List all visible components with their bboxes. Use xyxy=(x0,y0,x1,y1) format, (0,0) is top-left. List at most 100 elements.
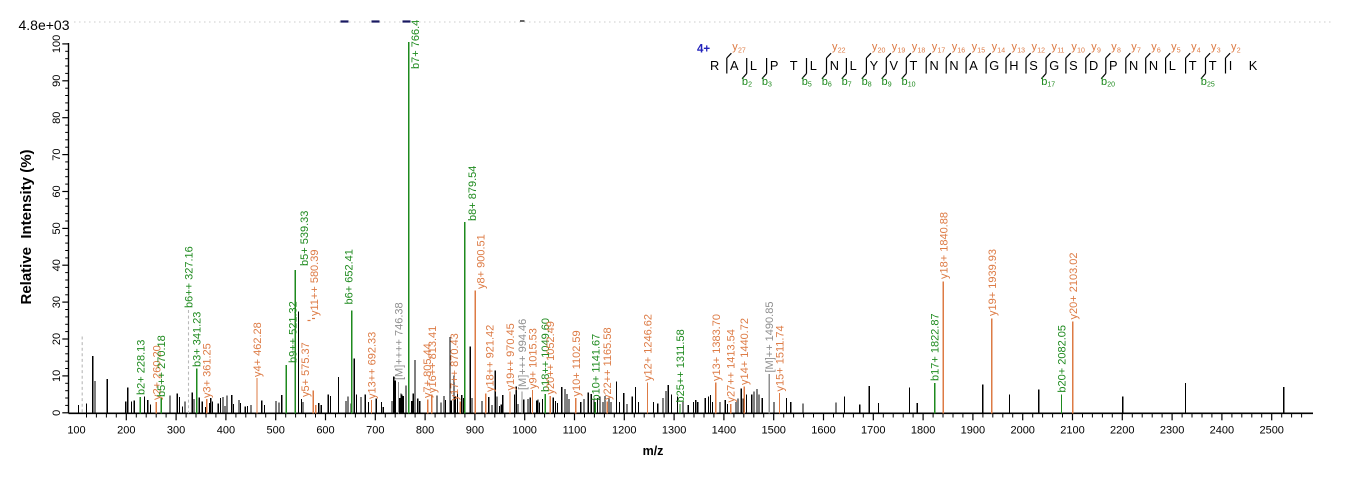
svg-text:15: 15 xyxy=(977,48,985,55)
svg-text:2000: 2000 xyxy=(1010,425,1034,437)
svg-text:y19+ 1939.93: y19+ 1939.93 xyxy=(987,249,999,316)
svg-text:6: 6 xyxy=(1157,48,1161,55)
svg-text:A: A xyxy=(969,58,978,73)
svg-text:y27++ 1413.54: y27++ 1413.54 xyxy=(726,329,738,402)
svg-text:y20+ 2103.02: y20+ 2103.02 xyxy=(1068,253,1080,320)
svg-text:y7+ 805.44: y7+ 805.44 xyxy=(422,343,434,398)
svg-text:20: 20 xyxy=(1107,82,1115,89)
svg-text:80: 80 xyxy=(51,112,63,124)
svg-text:I: I xyxy=(1229,58,1233,73)
svg-text:S: S xyxy=(1029,58,1038,73)
svg-text:y22++ 1165.58: y22++ 1165.58 xyxy=(602,327,614,400)
svg-text:[M]+++ 994.46: [M]+++ 994.46 xyxy=(517,319,529,390)
svg-text:1100: 1100 xyxy=(563,425,587,437)
svg-text:y4+ 462.28: y4+ 462.28 xyxy=(252,322,264,377)
svg-text:20: 20 xyxy=(878,48,886,55)
svg-text:y: y xyxy=(1151,41,1157,53)
svg-text:L: L xyxy=(850,58,857,73)
svg-text:[M]++++ 746.38: [M]++++ 746.38 xyxy=(393,302,405,380)
svg-text:y: y xyxy=(1111,41,1117,53)
svg-text:2500: 2500 xyxy=(1259,425,1283,437)
svg-text:b5+ 539.33: b5+ 539.33 xyxy=(299,211,311,266)
svg-text:y: y xyxy=(1032,41,1038,53)
svg-text:y: y xyxy=(972,41,978,53)
svg-text:Relative Intensity (%): Relative Intensity (%) xyxy=(18,149,35,304)
svg-text:1000: 1000 xyxy=(512,425,536,437)
svg-text:0: 0 xyxy=(51,410,63,416)
svg-text:b20+ 2082.05: b20+ 2082.05 xyxy=(1057,325,1069,393)
svg-text:y19++ 970.45: y19++ 970.45 xyxy=(505,323,517,390)
svg-text:2100: 2100 xyxy=(1060,425,1084,437)
svg-text:100: 100 xyxy=(67,425,85,437)
svg-text:b: b xyxy=(842,76,848,88)
svg-text:22: 22 xyxy=(838,48,846,55)
svg-text:b2+ 228.13: b2+ 228.13 xyxy=(135,340,147,395)
svg-text:b17+ 1822.87: b17+ 1822.87 xyxy=(930,313,942,381)
svg-text:y18++ 921.42: y18++ 921.42 xyxy=(485,325,497,392)
svg-text:A: A xyxy=(730,58,739,73)
svg-text:y5+ 575.37: y5+ 575.37 xyxy=(300,342,312,397)
svg-text:b: b xyxy=(1101,76,1107,88)
svg-text:1200: 1200 xyxy=(612,425,636,437)
svg-text:9: 9 xyxy=(888,82,892,89)
svg-text:b18++ 1049.60: b18++ 1049.60 xyxy=(540,318,552,392)
svg-text:H: H xyxy=(1009,58,1018,73)
svg-text:y: y xyxy=(1091,41,1097,53)
svg-text:600: 600 xyxy=(316,425,334,437)
svg-text:[M]++ 1490.85: [M]++ 1490.85 xyxy=(764,302,776,373)
svg-text:30: 30 xyxy=(51,296,63,308)
svg-text:7: 7 xyxy=(1137,48,1141,55)
svg-text:70: 70 xyxy=(51,148,63,160)
svg-text:y10+ 1102.59: y10+ 1102.59 xyxy=(571,330,583,396)
svg-text:3: 3 xyxy=(1217,48,1221,55)
svg-text:5: 5 xyxy=(1177,48,1181,55)
svg-text:8: 8 xyxy=(868,82,872,89)
svg-text:b6++ 327.16: b6++ 327.16 xyxy=(184,246,196,308)
svg-text:b5++ 270.18: b5++ 270.18 xyxy=(156,335,168,397)
svg-text:y: y xyxy=(892,41,898,53)
svg-text:T: T xyxy=(790,58,798,73)
svg-text:b25++ 1311.58: b25++ 1311.58 xyxy=(675,329,687,402)
svg-text:b: b xyxy=(802,76,808,88)
svg-text:m/z: m/z xyxy=(643,444,664,458)
svg-text:5: 5 xyxy=(808,82,812,89)
svg-text:40: 40 xyxy=(51,259,63,271)
svg-text:L: L xyxy=(1169,58,1176,73)
svg-text:1900: 1900 xyxy=(961,425,985,437)
svg-text:1300: 1300 xyxy=(662,425,686,437)
svg-text:b: b xyxy=(902,76,908,88)
svg-text:b8+ 879.54: b8+ 879.54 xyxy=(467,166,479,221)
svg-text:G: G xyxy=(989,58,999,73)
svg-text:1700: 1700 xyxy=(861,425,885,437)
svg-text:2300: 2300 xyxy=(1160,425,1184,437)
svg-text:b6+ 652.41: b6+ 652.41 xyxy=(344,249,356,304)
svg-text:y14+ 1440.72: y14+ 1440.72 xyxy=(739,318,751,385)
svg-text:2200: 2200 xyxy=(1110,425,1134,437)
svg-text:L: L xyxy=(810,58,817,73)
svg-text:y: y xyxy=(1071,41,1077,53)
svg-text:V: V xyxy=(890,58,899,73)
svg-text:y: y xyxy=(1052,41,1058,53)
svg-text:400: 400 xyxy=(217,425,235,437)
svg-text:20: 20 xyxy=(51,333,63,345)
svg-text:60: 60 xyxy=(51,185,63,197)
svg-text:y13++ 692.33: y13++ 692.33 xyxy=(367,332,379,399)
svg-text:1800: 1800 xyxy=(911,425,935,437)
svg-text:b7+ 766.4: b7+ 766.4 xyxy=(410,20,422,69)
svg-text:200: 200 xyxy=(117,425,135,437)
svg-text:700: 700 xyxy=(366,425,384,437)
svg-text:T: T xyxy=(1189,58,1197,73)
svg-text:Y: Y xyxy=(870,58,879,73)
svg-text:4.8e+03: 4.8e+03 xyxy=(19,17,70,33)
svg-text:N: N xyxy=(1149,58,1158,73)
svg-text:14: 14 xyxy=(997,48,1005,55)
svg-text:b: b xyxy=(1041,76,1047,88)
svg-text:y: y xyxy=(872,41,878,53)
svg-text:90: 90 xyxy=(51,75,63,87)
svg-text:P: P xyxy=(770,58,779,73)
svg-text:y20++ 1052.49: y20++ 1052.49 xyxy=(545,321,557,394)
svg-text:y: y xyxy=(1231,41,1237,53)
svg-text:25: 25 xyxy=(1207,82,1215,89)
svg-text:S: S xyxy=(1069,58,1078,73)
svg-text:b: b xyxy=(742,76,748,88)
